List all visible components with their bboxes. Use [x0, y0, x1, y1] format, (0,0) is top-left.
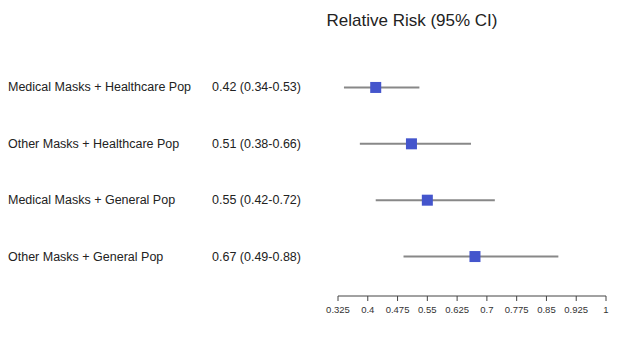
- x-tick: [338, 296, 339, 301]
- x-tick-label: 0.775: [505, 304, 529, 315]
- x-tick: [457, 296, 458, 301]
- x-tick-label: 0.4: [361, 304, 374, 315]
- x-tick: [606, 296, 607, 301]
- x-axis-line: [338, 296, 606, 297]
- ci-label: 0.55 (0.42-0.72): [212, 193, 301, 207]
- ci-line: [344, 86, 419, 88]
- row-label: Medical Masks + Healthcare Pop: [8, 80, 191, 94]
- x-tick: [516, 296, 517, 301]
- x-tick: [576, 296, 577, 301]
- x-tick: [367, 296, 368, 301]
- x-tick: [397, 296, 398, 301]
- title: Relative Risk (95% CI): [327, 11, 498, 30]
- x-tick-label: 0.475: [386, 304, 410, 315]
- row-label: Medical Masks + General Pop: [8, 193, 175, 207]
- ci-line: [404, 256, 559, 258]
- row-label: Other Masks + General Pop: [8, 250, 163, 264]
- ci-label: 0.51 (0.38-0.66): [212, 137, 301, 151]
- x-tick-label: 1: [603, 304, 608, 315]
- marks: [344, 82, 558, 262]
- x-tick-label: 0.7: [480, 304, 493, 315]
- x-tick: [546, 296, 547, 301]
- x-tick-label: 0.625: [445, 304, 469, 315]
- point-marker: [469, 251, 480, 262]
- ci-label: 0.67 (0.49-0.88): [212, 250, 301, 264]
- point-marker: [370, 82, 381, 93]
- chart: Relative Risk (95% CI) 0.325 0.4 0.475 0.55 0…: [0, 0, 624, 348]
- row-label: Other Masks + Healthcare Pop: [8, 137, 179, 151]
- ci-line: [376, 199, 495, 201]
- x-tick-label: 0.925: [564, 304, 588, 315]
- ci-label: 0.42 (0.34-0.53): [212, 80, 301, 94]
- x-tick-label: 0.55: [418, 304, 437, 315]
- x-tick: [427, 296, 428, 301]
- point-marker: [406, 138, 417, 149]
- x-tick-label: 0.325: [326, 304, 350, 315]
- x-tick-label: 0.85: [537, 304, 556, 315]
- x-tick: [486, 296, 487, 301]
- point-marker: [422, 195, 433, 206]
